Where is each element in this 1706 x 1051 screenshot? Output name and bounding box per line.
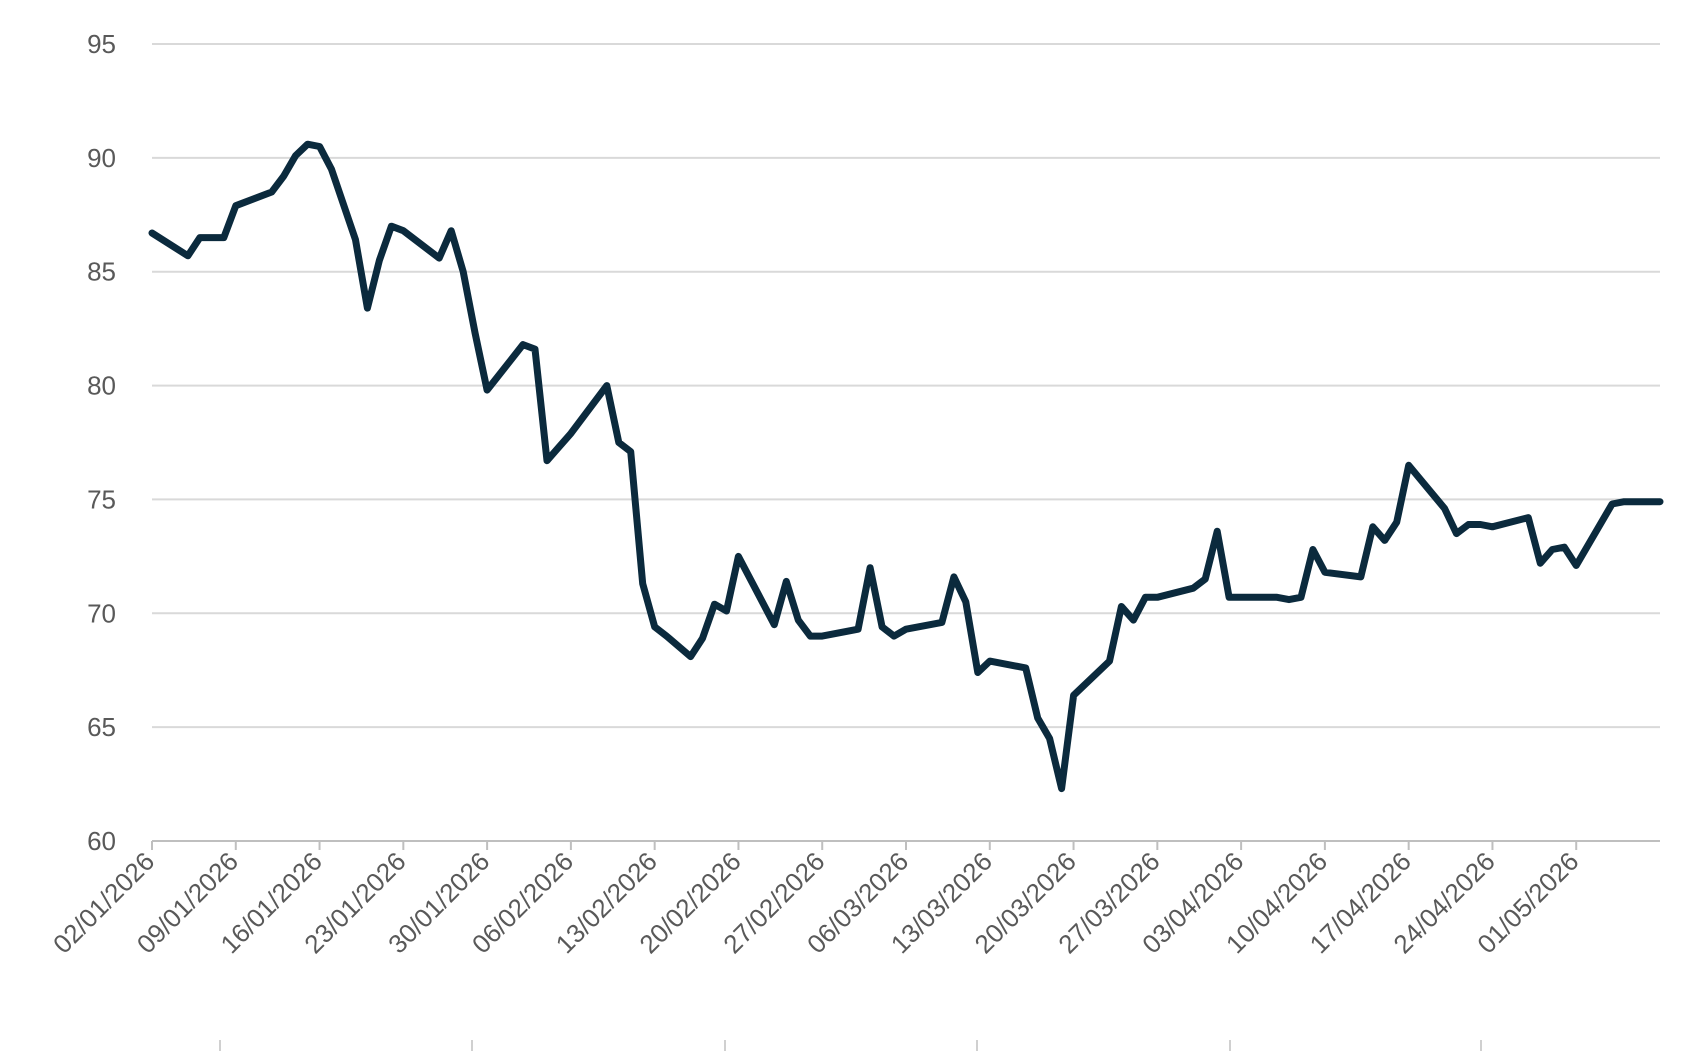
series-line bbox=[148, 140, 1664, 793]
y-tick-label: 75 bbox=[87, 484, 116, 514]
y-tick-label: 85 bbox=[87, 257, 116, 287]
y-tick-label: 60 bbox=[87, 826, 116, 856]
category-separators bbox=[219, 1040, 1482, 1051]
x-axis-ticks: 02/01/202609/01/202616/01/202623/01/2026… bbox=[47, 841, 1584, 959]
y-tick-label: 80 bbox=[87, 371, 116, 401]
y-tick-label: 95 bbox=[87, 29, 116, 59]
y-tick-label: 65 bbox=[87, 712, 116, 742]
y-tick-label: 90 bbox=[87, 143, 116, 173]
gridlines bbox=[152, 43, 1660, 729]
y-tick-label: 70 bbox=[87, 598, 116, 628]
y-axis-ticks: 60 65 70 75 80 85 90 95 bbox=[87, 29, 116, 856]
